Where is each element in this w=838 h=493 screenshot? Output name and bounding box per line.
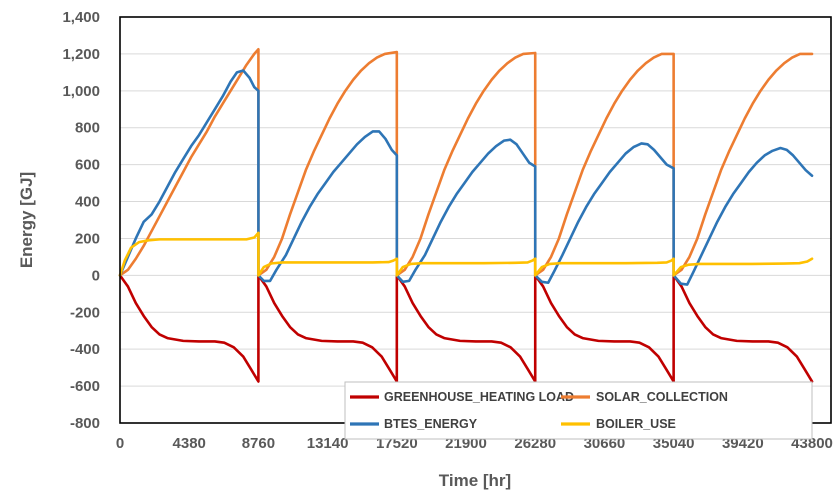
y-tick-label: 600 (75, 157, 100, 174)
legend-label-greenhouse-heating-load: GREENHOUSE_HEATING LOAD (384, 390, 574, 404)
y-axis-title: Energy [GJ] (17, 172, 36, 268)
y-tick-label: 0 (92, 267, 100, 284)
y-tick-label: 1,200 (62, 46, 100, 63)
y-tick-label: -800 (70, 415, 100, 432)
y-tick-label: -200 (70, 304, 100, 321)
legend-label-solar-collection: SOLAR_COLLECTION (596, 390, 728, 404)
y-tick-label: -400 (70, 341, 100, 358)
y-tick-label: -600 (70, 378, 100, 395)
legend-label-boiler-use: BOILER_USE (596, 417, 676, 431)
x-tick-label: 4380 (173, 435, 206, 452)
y-tick-label: 200 (75, 230, 100, 247)
series-line-greenhouse-heating-load (118, 274, 814, 383)
gridlines (120, 53, 831, 387)
legend: GREENHOUSE_HEATING LOAD SOLAR_COLLECTION… (344, 381, 813, 440)
x-tick-label: 13140 (307, 435, 349, 452)
x-tick-label: 8760 (242, 435, 275, 452)
y-tick-label: 1,400 (62, 9, 100, 26)
x-tick-label: 0 (116, 435, 124, 452)
series-line-boiler-use (118, 231, 814, 277)
series-line-solar-collection (118, 47, 814, 277)
legend-box (344, 381, 813, 440)
y-tick-label: 400 (75, 194, 100, 211)
x-axis-title: Time [hr] (439, 471, 511, 490)
series-lines (118, 47, 814, 383)
y-tick-label: 1,000 (62, 83, 100, 100)
y-tick-label: 800 (75, 120, 100, 137)
series-line-btes-energy (118, 69, 814, 286)
legend-label-btes-energy: BTES_ENERGY (384, 417, 478, 431)
